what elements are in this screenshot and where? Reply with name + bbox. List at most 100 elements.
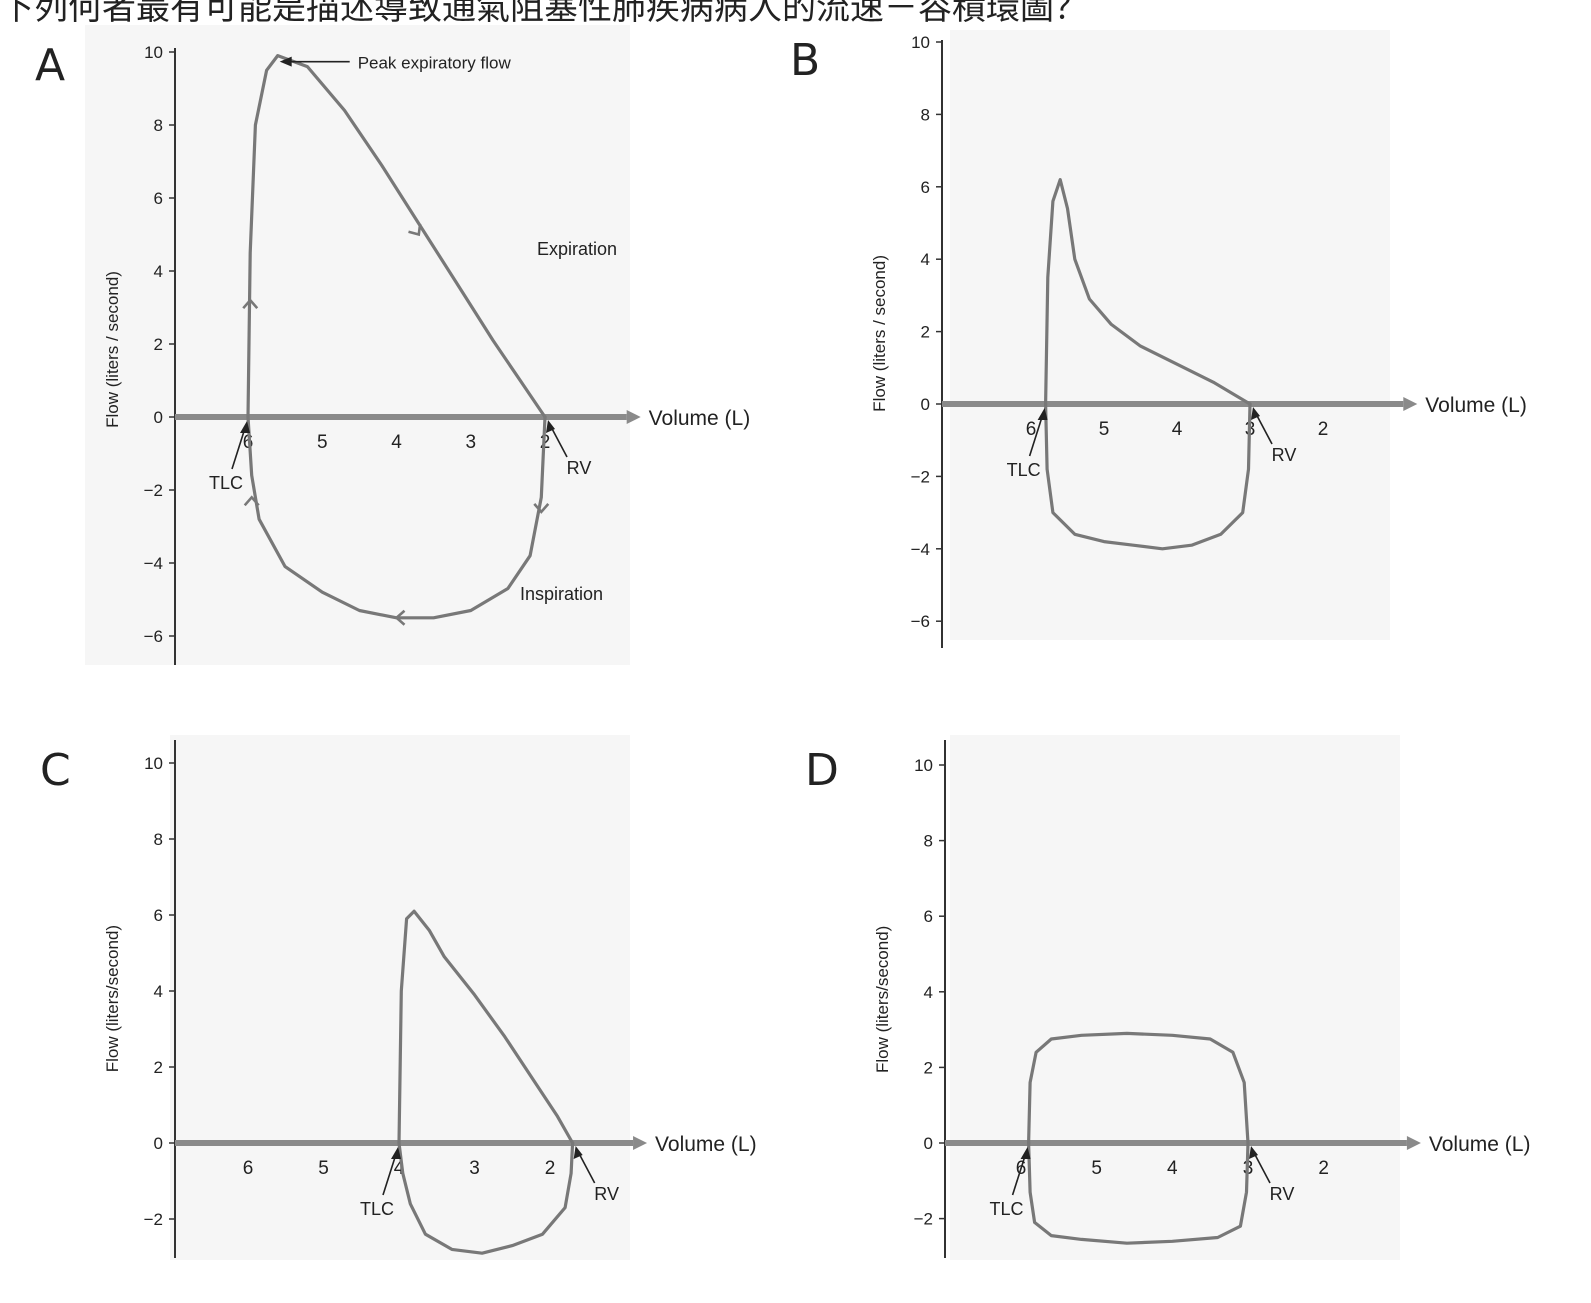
rv-label: RV — [1272, 445, 1297, 465]
y-tick-label: −2 — [914, 1210, 933, 1229]
question-stem: 下列何者最有可能是描述導致通氣阻塞性肺疾病病人的流速－容積環圖？ — [0, 0, 1088, 28]
inspiration-curve — [397, 1141, 575, 1255]
y-tick-label: 4 — [921, 250, 930, 269]
y-tick-label: 8 — [154, 116, 163, 135]
x-tick-label: 6 — [243, 432, 254, 453]
x-tick-label: 5 — [318, 1158, 329, 1179]
x-tick-label: 6 — [1026, 419, 1037, 440]
y-tick-label: 0 — [154, 1134, 163, 1153]
y-axis-label: Flow (liters/second) — [103, 925, 122, 1072]
x-axis-arrow — [1406, 1136, 1421, 1150]
direction-arrowhead — [408, 223, 422, 237]
y-tick-label: 2 — [154, 1058, 163, 1077]
arrow-down-slope — [408, 223, 422, 237]
rv-label: RV — [1270, 1184, 1295, 1204]
tlc-label: TLC — [990, 1199, 1024, 1219]
x-tick-label: 6 — [243, 1158, 254, 1179]
rv-arrowhead — [1251, 407, 1260, 420]
y-tick-label: 8 — [924, 832, 933, 851]
inspiration-curve — [1044, 402, 1252, 551]
tlc-label: TLC — [209, 473, 243, 493]
x-tick-label: 4 — [391, 432, 402, 453]
y-axis-label: Flow (liters / second) — [103, 271, 122, 428]
tlc-arrowhead — [391, 1147, 401, 1159]
x-tick-label: 2 — [545, 1158, 556, 1179]
arrow-left-inspiration — [394, 609, 406, 626]
panel-c: C 10 8 6 4 2 0 −2 Flow (liters/second) Volume (L)… — [40, 735, 757, 1260]
plot-background — [85, 25, 630, 665]
panel-d: D 10 8 6 4 2 0 −2 Flow (liters/second) Volume (L)… — [805, 735, 1530, 1260]
y-tick-label: 6 — [924, 907, 933, 926]
panel-b: B 10 8 6 4 2 0 −2 −4 −6 Flow (liters / second) Volu… — [790, 30, 1527, 648]
y-tick-label: 6 — [921, 178, 930, 197]
rv-arrowhead — [546, 420, 555, 433]
tlc-label: TLC — [1007, 460, 1041, 480]
y-tick-label: 8 — [154, 830, 163, 849]
x-tick-label: 3 — [469, 1158, 480, 1179]
y-tick-label: −2 — [144, 1210, 163, 1229]
tlc-arrowhead — [1037, 408, 1048, 420]
y-tick-label: 2 — [924, 1058, 933, 1077]
x-axis-arrow — [633, 1136, 648, 1150]
peak-label: Peak expiratory flow — [358, 54, 512, 73]
x-axis-label: Volume (L) — [1429, 1133, 1531, 1156]
y-tick-label: −4 — [911, 540, 930, 559]
direction-arrowhead — [394, 609, 406, 626]
panel-letter: B — [790, 35, 820, 86]
arrow-down-inspiration — [533, 503, 550, 514]
arrow-up-inspiration — [243, 495, 260, 507]
x-axis-label: Volume (L) — [655, 1133, 757, 1156]
x-tick-label: 2 — [1318, 419, 1329, 440]
arrow-up-expiration — [242, 298, 259, 310]
x-tick-label: 4 — [1172, 419, 1183, 440]
y-axis-label: Flow (liters / second) — [870, 255, 889, 412]
y-tick-label: 0 — [924, 1134, 933, 1153]
x-tick-label: 3 — [465, 432, 476, 453]
peak-arrowhead — [279, 56, 292, 67]
y-tick-label: 6 — [154, 906, 163, 925]
expiration-curve — [1044, 178, 1252, 406]
direction-arrowhead — [242, 298, 259, 310]
x-axis-label: Volume (L) — [1425, 394, 1527, 417]
y-tick-label: −6 — [144, 627, 163, 646]
y-axis-label: Flow (liters/second) — [873, 926, 892, 1073]
plot-background — [950, 735, 1400, 1260]
tlc-label: TLC — [360, 1199, 394, 1219]
x-tick-label: 5 — [317, 432, 328, 453]
panel-letter: C — [40, 745, 71, 796]
x-axis-arrow — [626, 410, 641, 424]
y-tick-label: 0 — [921, 395, 930, 414]
x-axis-label: Volume (L) — [649, 407, 751, 430]
expiration-label: Expiration — [537, 239, 617, 259]
tlc-arrowhead — [240, 421, 250, 433]
panel-letter: D — [805, 745, 839, 796]
expiration-curve — [246, 54, 547, 419]
x-tick-label: 5 — [1091, 1158, 1102, 1179]
y-tick-label: 4 — [924, 983, 933, 1002]
y-tick-label: 0 — [154, 408, 163, 427]
plot-background — [950, 30, 1390, 640]
x-tick-label: 5 — [1099, 419, 1110, 440]
tlc-arrowhead — [1020, 1147, 1031, 1159]
inspiration-curve — [1027, 1141, 1250, 1245]
expiration-curve — [1027, 1031, 1250, 1145]
y-tick-label: 2 — [921, 323, 930, 342]
x-tick-label: 4 — [1167, 1158, 1178, 1179]
y-tick-label: 4 — [154, 262, 163, 281]
y-tick-label: 10 — [144, 43, 163, 62]
y-tick-label: −2 — [144, 481, 163, 500]
panel-letter: A — [35, 40, 65, 91]
panel-a: A 10 8 6 4 2 0 −2 −4 −6 Flow (liters / second) Volu… — [35, 25, 750, 665]
y-tick-label: −2 — [911, 467, 930, 486]
x-tick-label: 4 — [394, 1158, 405, 1179]
rv-label: RV — [594, 1184, 619, 1204]
inspiration-label: Inspiration — [520, 584, 603, 604]
x-tick-label: 2 — [1318, 1158, 1329, 1179]
expiration-curve — [397, 909, 575, 1145]
y-tick-label: 2 — [154, 335, 163, 354]
y-tick-label: −6 — [911, 612, 930, 631]
direction-arrowhead — [243, 495, 260, 507]
x-axis-arrow — [1403, 397, 1418, 411]
y-tick-label: 10 — [911, 33, 930, 52]
